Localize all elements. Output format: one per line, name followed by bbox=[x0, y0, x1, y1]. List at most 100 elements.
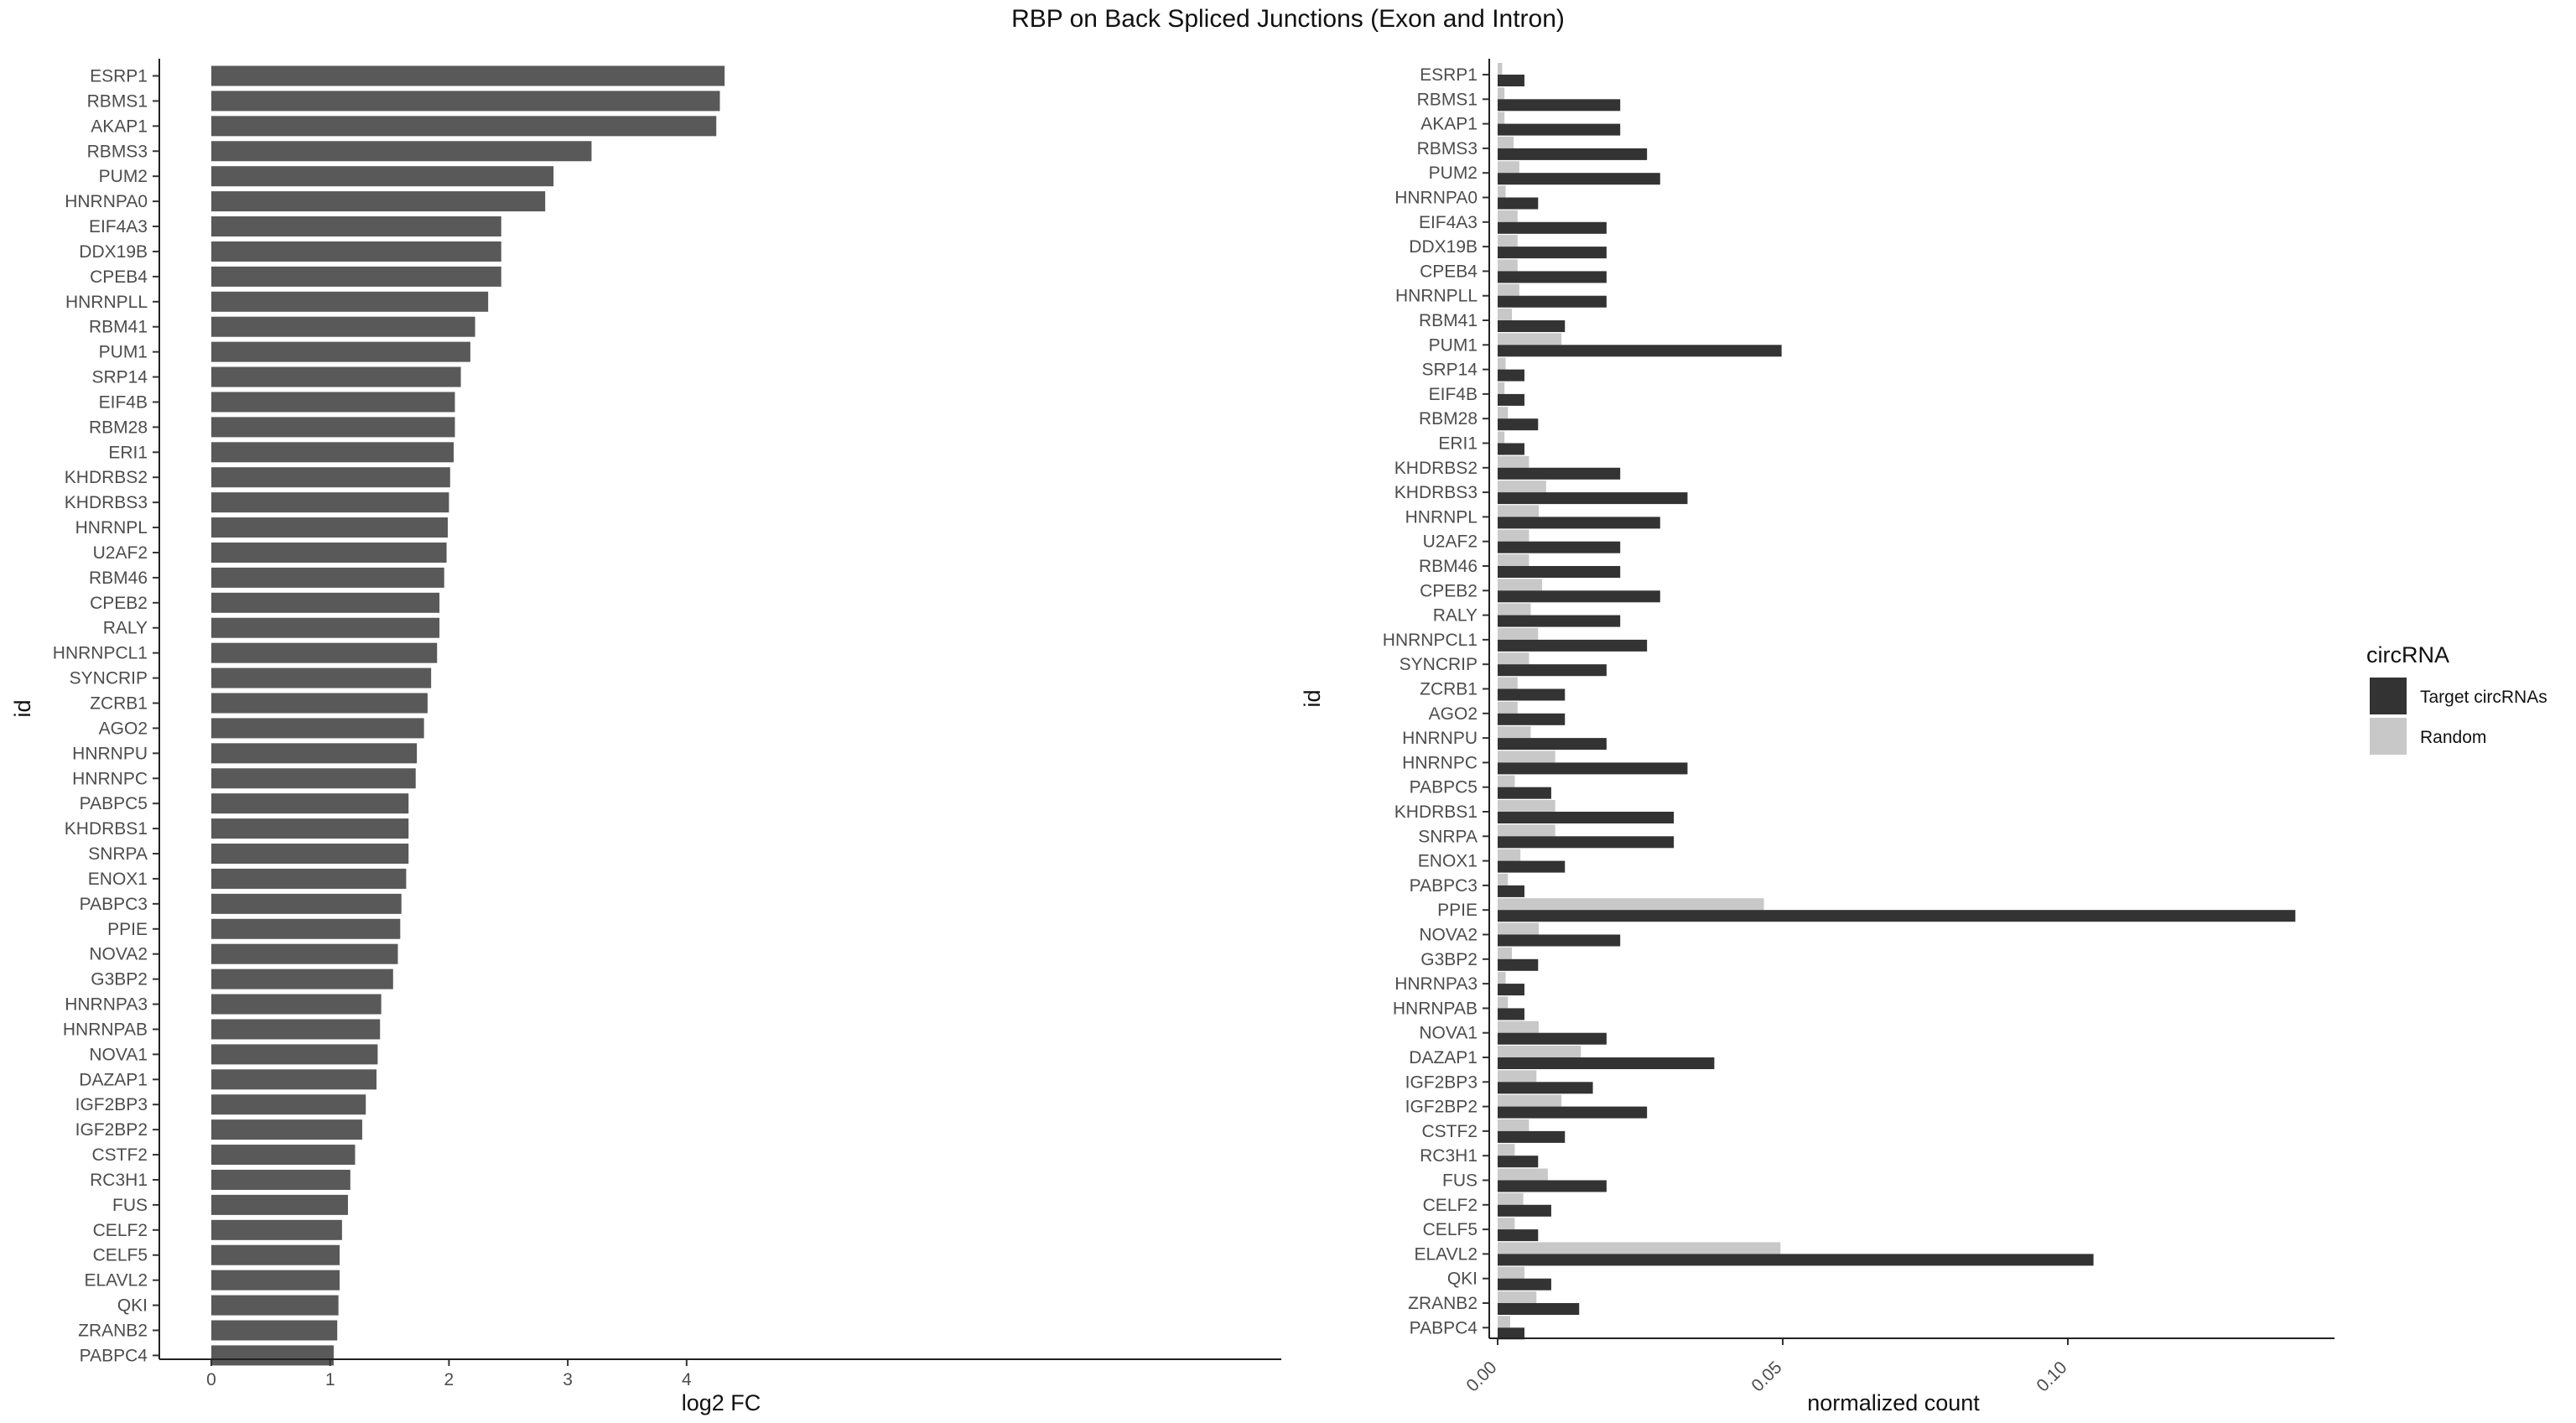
target-bar-rbms3 bbox=[1498, 148, 1648, 160]
random-bar-rbm46 bbox=[1498, 554, 1530, 566]
random-bar-rc3h1 bbox=[1498, 1144, 1515, 1156]
random-bar-syncrip bbox=[1498, 652, 1530, 665]
fold-change-bar-zranb2 bbox=[211, 1320, 338, 1341]
fold-change-y-tick-label: HNRNPC bbox=[72, 769, 148, 788]
fold-change-y-tick-label: HNRNPA0 bbox=[65, 192, 148, 211]
fold-change-y-tick-label: HNRNPU bbox=[72, 744, 148, 763]
fold-change-bar-hnrnpc bbox=[211, 768, 416, 789]
normalized-count-y-tick-label: NOVA2 bbox=[1419, 926, 1478, 945]
random-bar-srp14 bbox=[1498, 357, 1506, 370]
normalized-count-y-tick-label: SRP14 bbox=[1421, 361, 1478, 380]
fold-change-y-tick-label: U2AF2 bbox=[93, 543, 148, 563]
fold-change-y-tick-label: EIF4B bbox=[99, 392, 148, 412]
random-bar-ago2 bbox=[1498, 701, 1518, 714]
fold-change-bar-enox1 bbox=[211, 868, 407, 889]
target-bar-ago2 bbox=[1498, 713, 1566, 725]
fold-change-y-tick-label: CSTF2 bbox=[91, 1145, 148, 1165]
random-bar-pabpc5 bbox=[1498, 775, 1515, 787]
fold-change-bar-esrp1 bbox=[211, 65, 725, 86]
normalized-count-y-tick-label: PUM1 bbox=[1429, 335, 1478, 355]
fold-change-x-tick-label: 3 bbox=[563, 1370, 573, 1389]
random-bar-hnrnpll bbox=[1498, 283, 1519, 296]
fold-change-y-tick-label: AKAP1 bbox=[91, 117, 148, 136]
random-bar-hnrnpcl1 bbox=[1498, 627, 1539, 640]
normalized-count-y-tick-label: EIF4A3 bbox=[1419, 213, 1478, 232]
target-bar-pum1 bbox=[1498, 345, 1782, 357]
fold-change-y-tick-label: HNRNPAB bbox=[63, 1020, 148, 1039]
fold-change-y-tick-label: SRP14 bbox=[91, 368, 148, 387]
target-bar-snrpa bbox=[1498, 836, 1675, 849]
fold-change-bar-khdrbs2 bbox=[211, 467, 450, 488]
random-bar-hnrnpa0 bbox=[1498, 185, 1506, 198]
target-bar-cpeb2 bbox=[1498, 590, 1660, 603]
fold-change-y-tick-label: RBM28 bbox=[89, 418, 148, 437]
normalized-count-x-tick-label: 0.00 bbox=[1462, 1358, 1500, 1395]
normalized-count-y-tick-label: PPIE bbox=[1437, 901, 1478, 920]
normalized-count-y-tick-label: AGO2 bbox=[1429, 704, 1478, 724]
target-bar-pabpc4 bbox=[1498, 1327, 1524, 1340]
random-bar-khdrbs2 bbox=[1498, 455, 1530, 468]
normalized-count-y-tick-label: SNRPA bbox=[1418, 827, 1478, 846]
normalized-count-y-tick-label: U2AF2 bbox=[1423, 532, 1478, 552]
random-bar-pum2 bbox=[1498, 161, 1519, 174]
fold-change-bar-hnrnpl bbox=[211, 517, 448, 538]
fold-change-y-tick-label: DAZAP1 bbox=[79, 1070, 148, 1089]
random-bar-pum1 bbox=[1498, 333, 1562, 345]
random-bar-snrpa bbox=[1498, 824, 1555, 837]
target-bar-pum2 bbox=[1498, 173, 1660, 185]
legend-label-target-circrnas: Target circRNAs bbox=[2420, 688, 2547, 707]
normalized-count-y-tick-label: RBM41 bbox=[1419, 311, 1478, 330]
fold-change-y-tick-label: ELAVL2 bbox=[85, 1271, 148, 1291]
normalized-count-y-tick-label: CELF2 bbox=[1423, 1196, 1478, 1215]
fold-change-y-tick-label: RBM41 bbox=[89, 318, 148, 337]
normalized-count-y-tick-label: KHDRBS3 bbox=[1394, 483, 1478, 502]
fold-change-y-tick-label: FUS bbox=[112, 1196, 148, 1215]
random-bar-akap1 bbox=[1498, 112, 1505, 124]
fold-change-y-tick-label: HNRNPCL1 bbox=[53, 644, 148, 663]
random-bar-ddx19b bbox=[1498, 235, 1518, 247]
normalized-count-y-tick-label: DAZAP1 bbox=[1409, 1048, 1478, 1067]
fold-change-bar-pum2 bbox=[211, 166, 554, 187]
random-bar-rbms3 bbox=[1498, 136, 1514, 148]
random-bar-cstf2 bbox=[1498, 1119, 1530, 1131]
random-bar-enox1 bbox=[1498, 849, 1521, 861]
fold-change-y-tick-label: SYNCRIP bbox=[70, 669, 148, 688]
target-bar-khdrbs2 bbox=[1498, 467, 1621, 480]
target-bar-rbms1 bbox=[1498, 99, 1621, 112]
random-bar-raly bbox=[1498, 603, 1531, 615]
fold-change-bar-hnrnpa0 bbox=[211, 191, 546, 212]
normalized-count-y-tick-label: QKI bbox=[1447, 1270, 1478, 1289]
normalized-count-y-tick-label: RBM46 bbox=[1419, 557, 1478, 576]
normalized-count-x-axis-title: normalized count bbox=[1807, 1390, 1980, 1415]
normalized-count-y-tick-label: RBMS3 bbox=[1417, 139, 1478, 158]
fold-change-y-tick-label: ZRANB2 bbox=[78, 1322, 148, 1341]
fold-change-bar-nova1 bbox=[211, 1044, 378, 1065]
fold-change-y-tick-label: RBMS3 bbox=[87, 142, 148, 161]
normalized-count-y-tick-label: HNRNPL bbox=[1405, 507, 1478, 527]
fold-change-bar-eif4b bbox=[211, 392, 455, 413]
fold-change-bar-snrpa bbox=[211, 844, 409, 865]
fold-change-bar-celf5 bbox=[211, 1244, 340, 1265]
target-bar-celf5 bbox=[1498, 1229, 1539, 1242]
random-bar-esrp1 bbox=[1498, 63, 1503, 75]
fold-change-y-tick-label: ESRP1 bbox=[90, 67, 148, 86]
normalized-count-y-tick-label: CPEB4 bbox=[1420, 262, 1478, 281]
normalized-count-y-tick-label: KHDRBS1 bbox=[1394, 802, 1478, 822]
fold-change-y-tick-label: NOVA1 bbox=[89, 1045, 148, 1064]
normalized-count-y-tick-label: RBMS1 bbox=[1417, 90, 1478, 109]
fold-change-y-tick-label: DDX19B bbox=[79, 242, 148, 262]
random-bar-khdrbs1 bbox=[1498, 800, 1555, 812]
target-bar-eif4b bbox=[1498, 393, 1524, 406]
target-bar-u2af2 bbox=[1498, 541, 1621, 553]
fold-change-bar-hnrnpll bbox=[211, 291, 489, 312]
target-bar-fus bbox=[1498, 1180, 1607, 1192]
random-bar-dazap1 bbox=[1498, 1046, 1581, 1057]
normalized-count-y-tick-label: HNRNPU bbox=[1402, 729, 1478, 748]
random-bar-khdrbs3 bbox=[1498, 480, 1546, 493]
random-bar-eif4b bbox=[1498, 382, 1505, 394]
normalized-count-y-tick-label: HNRNPA0 bbox=[1394, 189, 1478, 208]
fold-change-y-tick-label: PUM1 bbox=[99, 343, 148, 362]
target-bar-zcrb1 bbox=[1498, 688, 1566, 701]
legend: circRNA Target circRNAs Random bbox=[2366, 642, 2547, 755]
